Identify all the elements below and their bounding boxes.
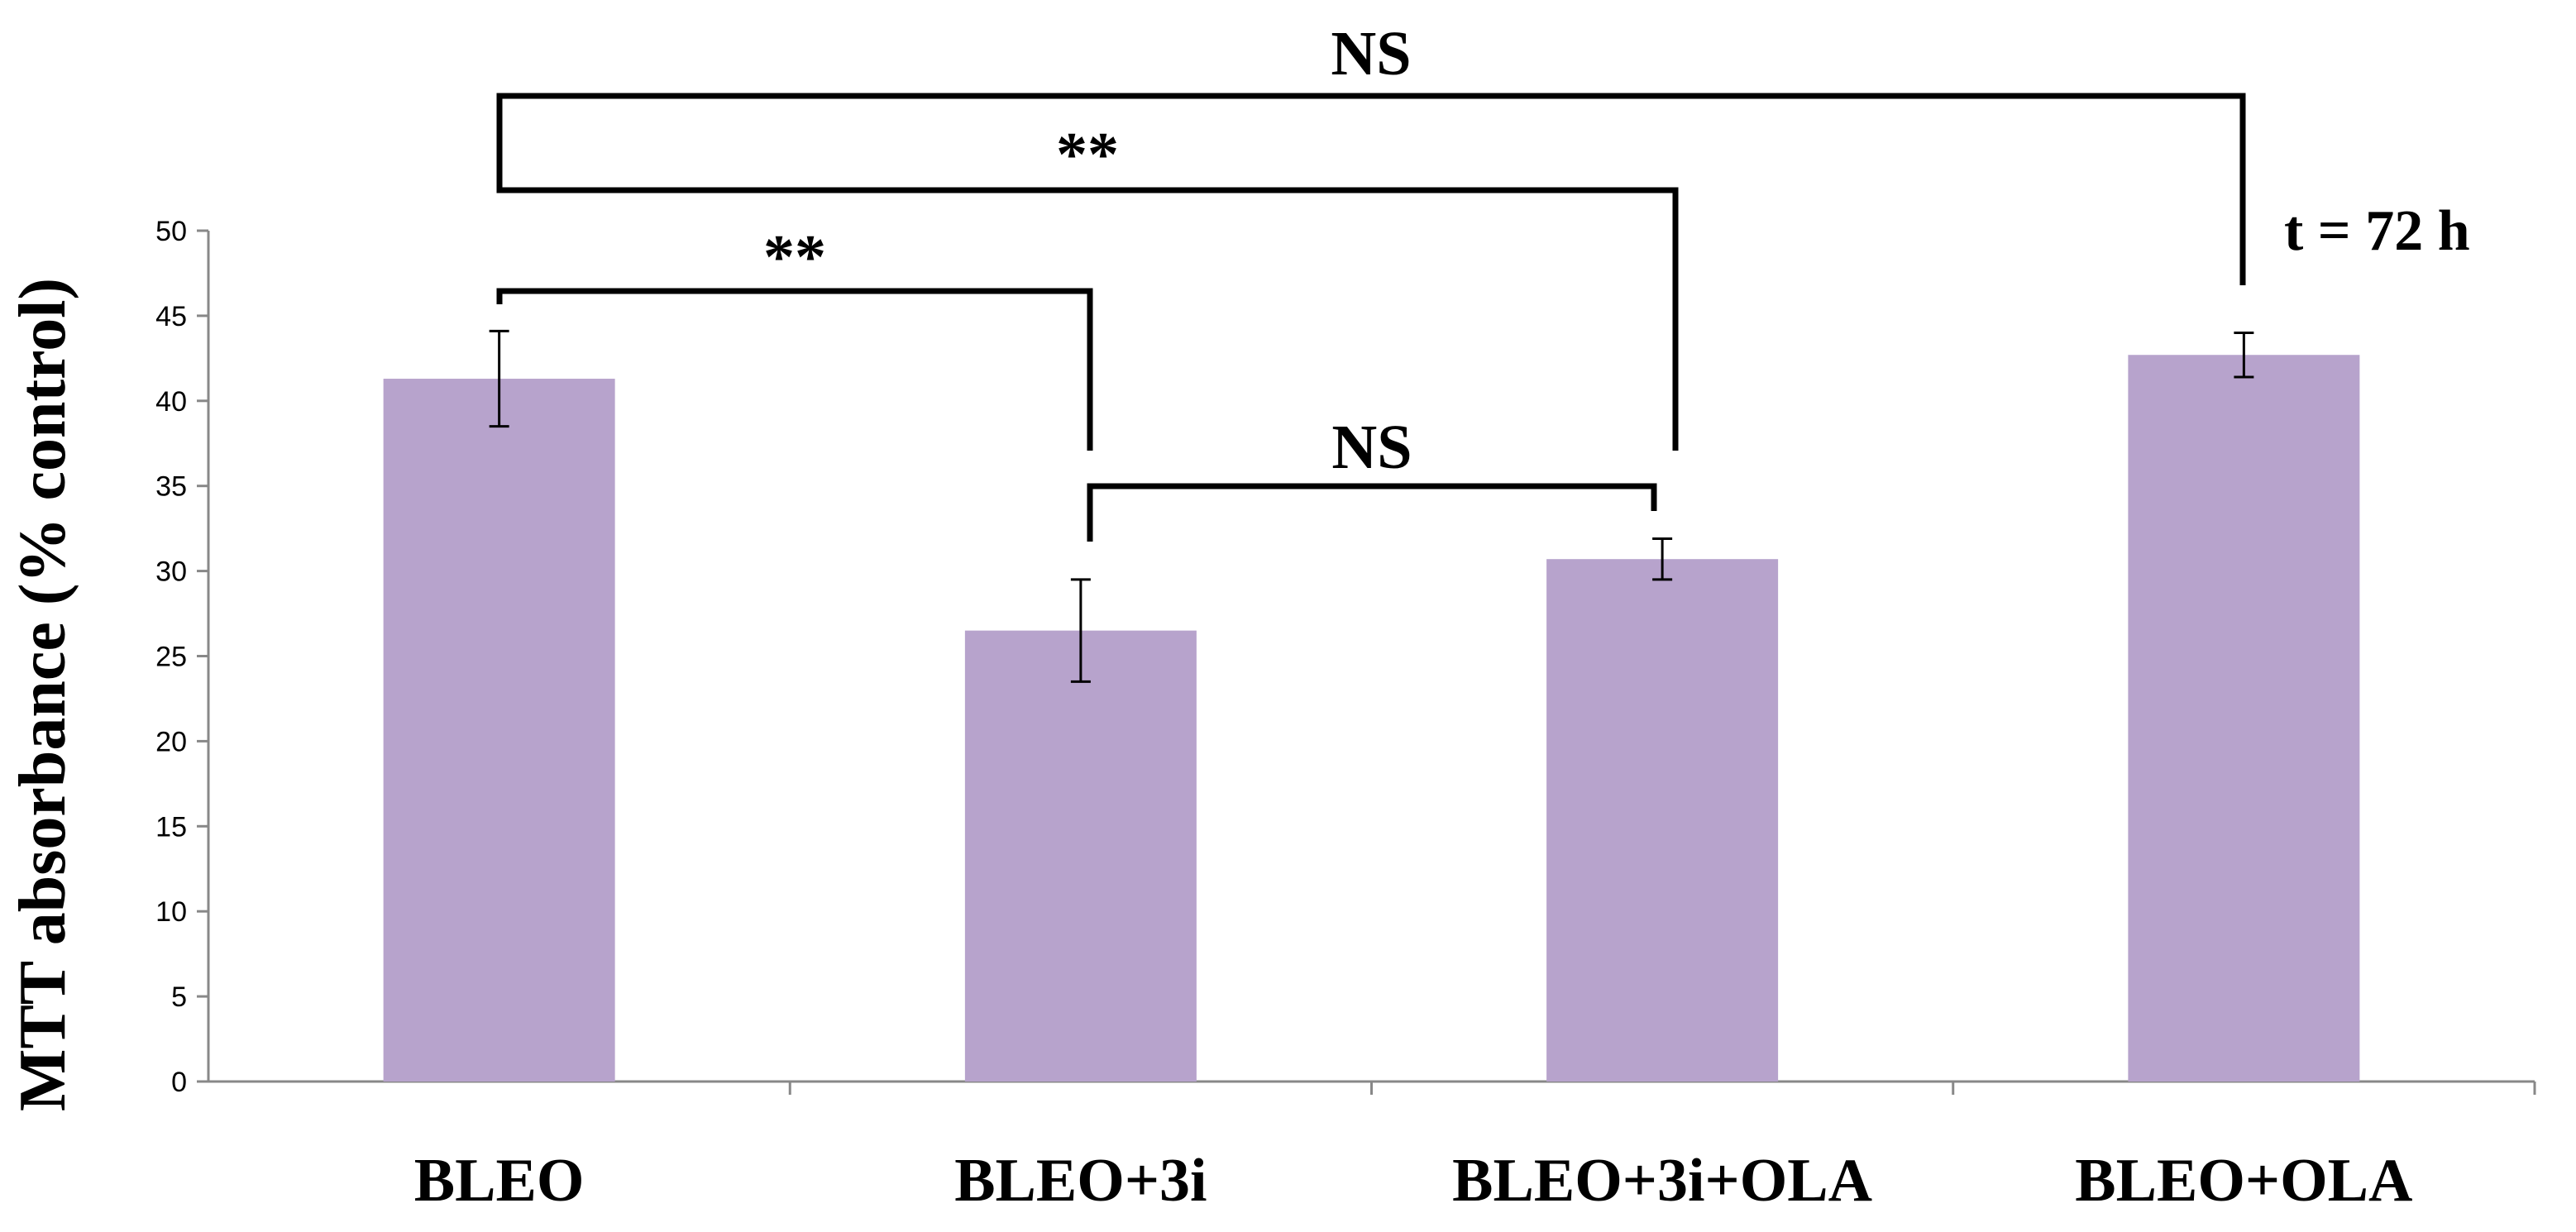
significance-brackets: NS ** ** NS <box>496 19 2246 542</box>
significance-label: NS <box>1331 413 1412 482</box>
x-tick-label: BLEO+OLA <box>2075 1147 2412 1215</box>
y-tick-label: 30 <box>155 556 187 588</box>
y-tick-label: 0 <box>171 1067 187 1098</box>
bar <box>2128 355 2360 1082</box>
x-tick-label: BLEO+3i+OLA <box>1452 1147 1872 1215</box>
significance-bracket <box>496 93 2246 285</box>
y-tick-label: 5 <box>171 981 187 1013</box>
y-tick-label: 20 <box>155 726 187 757</box>
y-axis: 0 5 10 15 20 25 30 35 40 45 50 <box>155 216 210 1098</box>
y-tick-label: 40 <box>155 386 187 418</box>
significance-label: ** <box>763 222 826 292</box>
bar <box>964 630 1197 1082</box>
bars <box>383 355 2360 1082</box>
y-tick-label: 25 <box>155 642 187 673</box>
y-tick-label: 50 <box>155 216 187 247</box>
significance-label: NS <box>1331 19 1411 88</box>
significance-bracket <box>496 288 1093 451</box>
y-tick-label: 35 <box>155 471 187 503</box>
x-tick-label: BLEO+3i <box>954 1147 1207 1215</box>
x-axis: BLEO BLEO+3i BLEO+3i+OLA BLEO+OLA <box>208 1080 2536 1215</box>
significance-label: ** <box>1056 120 1119 189</box>
significance-bracket <box>496 165 1679 451</box>
significance-bracket <box>1087 483 1657 542</box>
error-bars <box>489 329 2254 683</box>
y-tick-label: 15 <box>155 811 187 843</box>
bar <box>1546 559 1779 1082</box>
y-tick-label: 10 <box>155 896 187 928</box>
y-tick-label: 45 <box>155 301 187 332</box>
x-tick-label: BLEO <box>414 1147 585 1215</box>
y-axis-label: MTT absorbance (% control) <box>7 278 79 1111</box>
time-annotation: t = 72 h <box>2284 199 2470 263</box>
bar <box>383 379 615 1082</box>
